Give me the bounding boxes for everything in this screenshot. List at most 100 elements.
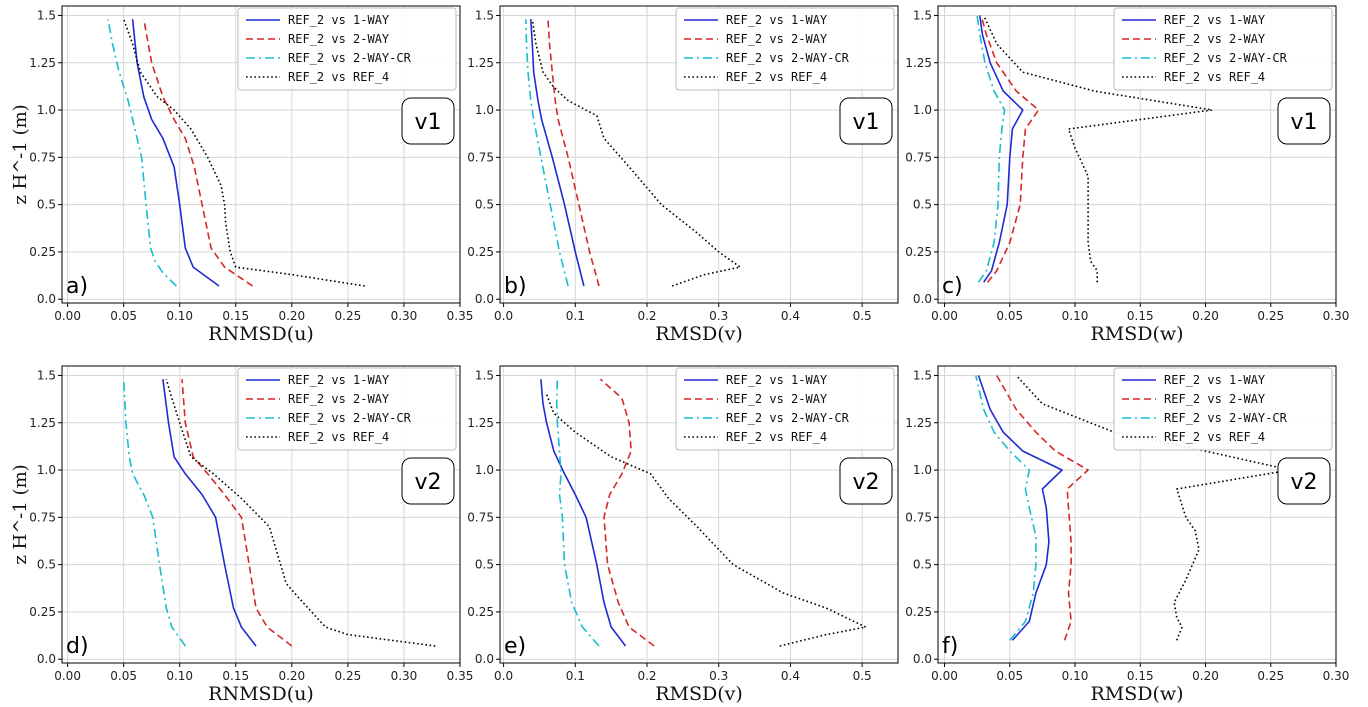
axes-frame <box>499 365 899 664</box>
x-tick-label: 0.4 <box>781 309 800 323</box>
y-tick-label: 0.0 <box>37 292 56 306</box>
legend-box <box>1113 7 1333 91</box>
y-tick-label: 1.0 <box>475 463 494 477</box>
y-tick-label: 0.25 <box>29 605 56 619</box>
axes-frame <box>61 365 461 664</box>
y-tick-label: 1.25 <box>905 416 932 430</box>
y-tick-label: 0.25 <box>467 605 494 619</box>
x-tick-label: 0.00 <box>931 669 958 683</box>
y-tick-label: 1.5 <box>475 8 494 22</box>
x-tick-label: 0.10 <box>1062 309 1089 323</box>
panel-e: 0.0 0.1 0.2 0.3 0.4 0.5 0.0 0.25 0.5 0.75 1.0 1.25 1… <box>467 365 899 705</box>
y-tick-label: 1.0 <box>475 103 494 117</box>
x-axis-label: RMSD(v) <box>655 683 743 705</box>
y-tick-label: 0.75 <box>905 510 932 524</box>
legend-entry: REF_2 vs 2-WAY <box>1164 392 1266 406</box>
y-tick-label: 1.0 <box>37 463 56 477</box>
y-tick-label: 0.0 <box>37 652 56 666</box>
y-tick-label: 1.0 <box>913 103 932 117</box>
x-tick-label: 0.00 <box>54 309 81 323</box>
x-tick-label: 0.2 <box>637 309 656 323</box>
legend-entry: REF_2 vs 2-WAY <box>726 392 828 406</box>
x-tick-label: 0.35 <box>447 669 474 683</box>
legend-entry: REF_2 vs REF_4 <box>1164 430 1265 444</box>
x-tick-label: 0.10 <box>166 669 193 683</box>
x-tick-label: 0.05 <box>996 669 1023 683</box>
x-tick-label: 0.2 <box>637 669 656 683</box>
panel-label: b) <box>504 274 527 299</box>
series-line-1 <box>131 19 220 287</box>
series-line-3 <box>976 15 1006 283</box>
legend-box <box>237 367 457 451</box>
x-tick-label: 0.35 <box>447 309 474 323</box>
y-tick-label: 1.25 <box>467 416 494 430</box>
x-axis-label: RMSD(v) <box>655 323 743 345</box>
legend-entry: REF_2 vs 1-WAY <box>726 13 828 27</box>
y-axis-label: z H^-1 (m) <box>10 104 31 204</box>
series-line-2 <box>980 15 1040 283</box>
axes-frame <box>937 365 1337 664</box>
legend-entry: REF_2 vs 1-WAY <box>726 373 828 387</box>
legend-entry: REF_2 vs 2-WAY-CR <box>1164 51 1288 65</box>
x-tick-label: 0.05 <box>110 309 137 323</box>
series-line-4 <box>165 378 436 647</box>
series-line-2 <box>143 19 254 287</box>
x-tick-label: 0.30 <box>1323 669 1350 683</box>
panel-label: a) <box>66 274 88 299</box>
y-tick-label: 1.0 <box>37 103 56 117</box>
version-tag-box <box>839 97 893 145</box>
version-tag: v1 <box>852 110 879 135</box>
panel-label: e) <box>504 634 526 659</box>
legend-entry: REF_2 vs 2-WAY <box>1164 32 1266 46</box>
axes-frame <box>937 5 1337 304</box>
x-tick-label: 0.30 <box>391 309 418 323</box>
legend-box <box>675 7 895 91</box>
x-tick-label: 0.25 <box>1257 669 1284 683</box>
x-tick-label: 0.20 <box>278 309 305 323</box>
x-tick-label: 0.15 <box>222 309 249 323</box>
series-line-3 <box>107 19 177 287</box>
series-line-2 <box>996 375 1089 641</box>
legend-entry: REF_2 vs 2-WAY <box>726 32 828 46</box>
x-tick-label: 0.1 <box>566 669 585 683</box>
y-tick-label: 0.0 <box>475 292 494 306</box>
series-line-3 <box>975 375 1037 641</box>
x-tick-label: 0.15 <box>1127 669 1154 683</box>
legend-entry: REF_2 vs 1-WAY <box>288 13 390 27</box>
series-line-1 <box>162 379 257 647</box>
axes-frame <box>499 5 899 304</box>
y-tick-label: 0.25 <box>467 245 494 259</box>
y-tick-label: 0.5 <box>37 198 56 212</box>
legend-entry: REF_2 vs 2-WAY-CR <box>1164 411 1288 425</box>
legend-entry: REF_2 vs 1-WAY <box>1164 13 1266 27</box>
panel-c: 0.00 0.05 0.10 0.15 0.20 0.25 0.30 0.0 0.25 0.5 0.… <box>905 5 1349 345</box>
panel-label: d) <box>66 634 89 659</box>
x-axis-label: RNMSD(u) <box>208 323 314 345</box>
y-tick-label: 0.5 <box>913 198 932 212</box>
legend-box <box>237 7 457 91</box>
y-tick-label: 1.5 <box>913 368 932 382</box>
legend-entry: REF_2 vs 2-WAY-CR <box>726 51 850 65</box>
x-tick-label: 0.20 <box>278 669 305 683</box>
y-tick-label: 0.25 <box>29 245 56 259</box>
series-line-1 <box>977 375 1063 641</box>
x-tick-label: 0.30 <box>391 669 418 683</box>
panel-b: 0.0 0.1 0.2 0.3 0.4 0.5 0.0 0.25 0.5 0.75 1.0 1.25 1… <box>467 5 899 345</box>
y-tick-label: 1.25 <box>467 56 494 70</box>
series-line-2 <box>181 379 293 647</box>
version-tag-box <box>1277 97 1331 145</box>
x-tick-label: 0.10 <box>1062 669 1089 683</box>
series-line-4 <box>122 18 365 287</box>
series-line-4 <box>1015 374 1292 641</box>
y-tick-label: 0.25 <box>905 245 932 259</box>
y-tick-label: 1.25 <box>29 56 56 70</box>
series-line-3 <box>525 19 569 287</box>
legend-entry: REF_2 vs 1-WAY <box>288 373 390 387</box>
x-tick-label: 0.5 <box>853 309 872 323</box>
series-line-1 <box>540 379 627 647</box>
x-tick-label: 0.4 <box>781 669 800 683</box>
x-tick-label: 0.3 <box>709 669 728 683</box>
panel-a: 0.00 0.05 0.10 0.15 0.20 0.25 0.30 0.35 0.0 0.25 0… <box>10 5 474 345</box>
series-line-2 <box>599 378 655 647</box>
